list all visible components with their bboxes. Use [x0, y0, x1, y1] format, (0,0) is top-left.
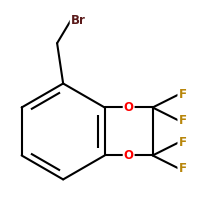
Text: O: O: [124, 101, 134, 114]
Text: F: F: [178, 114, 186, 127]
Text: O: O: [124, 149, 134, 162]
Text: F: F: [178, 162, 186, 175]
Text: F: F: [178, 136, 186, 149]
Text: Br: Br: [71, 14, 86, 27]
Text: F: F: [178, 88, 186, 101]
